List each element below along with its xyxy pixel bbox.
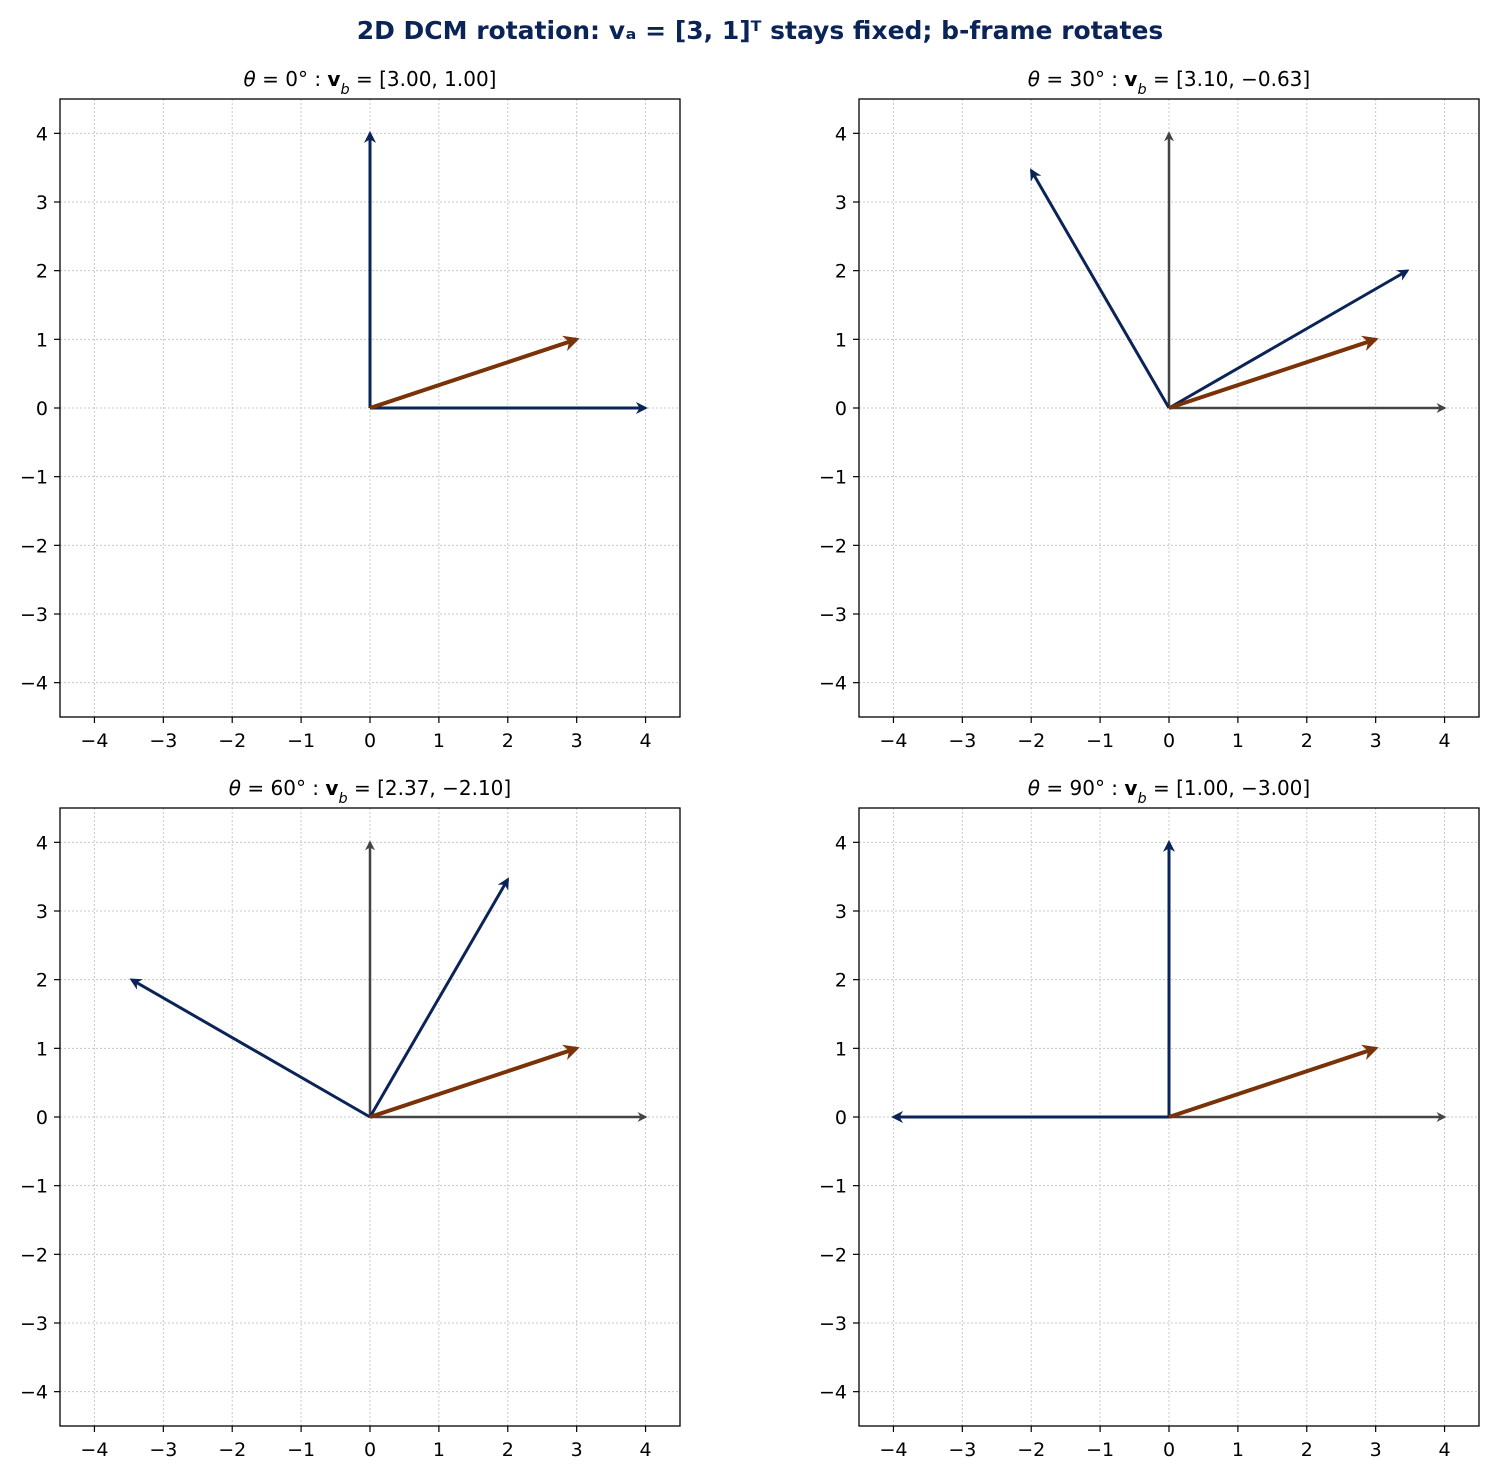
x-tick-label: −3 [948,1439,976,1461]
y-tick-label: 1 [835,1038,847,1060]
x-tick-label: 4 [640,1439,652,1461]
x-tick-label: −1 [1086,1439,1114,1461]
x-tick-label: −4 [879,730,907,752]
subplot-title: θ = 30° : vb = [3.10, −0.63] [1028,67,1310,98]
x-tick-label: −1 [1086,730,1114,752]
x-tick-label: −2 [218,1439,246,1461]
y-tick-label: 0 [36,398,48,420]
x-tick-label: −3 [149,1439,177,1461]
x-tick-label: −1 [287,1439,315,1461]
x-tick-label: 0 [364,1439,376,1461]
y-tick-label: −4 [20,673,48,695]
y-tick-label: 2 [36,261,48,283]
axes-frame [59,807,681,1427]
x-tick-label: 3 [1370,730,1382,752]
x-tick-label: 1 [1232,730,1244,752]
x-tick-label: 1 [433,730,445,752]
y-tick-label: 4 [835,123,847,145]
x-tick-label: −1 [287,730,315,752]
b-frame-x-axis-arrow [1168,269,1410,410]
x-tick-label: 2 [1301,1439,1313,1461]
x-tick-label: 0 [1163,730,1175,752]
y-tick-label: −3 [20,604,48,626]
y-tick-label: −4 [20,1382,48,1404]
y-tick-label: −2 [819,1244,847,1266]
y-tick-label: −1 [20,467,48,489]
x-tick-label: −4 [80,730,108,752]
x-tick-label: 1 [1232,1439,1244,1461]
x-tick-label: 1 [433,1439,445,1461]
y-tick-label: 2 [36,970,48,992]
axes-frame [858,807,1480,1427]
y-tick-label: −1 [819,1176,847,1198]
y-tick-label: 2 [835,261,847,283]
x-tick-label: 4 [1439,730,1451,752]
x-tick-label: −2 [1017,730,1045,752]
subplot-title: θ = 0° : vb = [3.00, 1.00] [244,67,497,98]
x-tick-label: 3 [1370,1439,1382,1461]
x-tick-label: 0 [1163,1439,1175,1461]
x-tick-label: 2 [1301,730,1313,752]
y-tick-label: −4 [819,673,847,695]
subplot-2: θ = 30° : vb = [3.10, −0.63] −4 −3 −2 −1 0 1 2 3… [819,67,1480,752]
y-tick-label: 1 [36,329,48,351]
x-tick-label: 3 [571,1439,583,1461]
y-tick-label: 0 [36,1107,48,1129]
subplot-3: θ = 60° : vb = [2.37, −2.10] −4 −3 −2 −1 0 1 2 3… [20,776,681,1461]
x-tick-label: −4 [80,1439,108,1461]
y-tick-label: −3 [819,604,847,626]
y-tick-label: −4 [819,1382,847,1404]
y-tick-label: 3 [835,901,847,923]
x-tick-label: −3 [149,730,177,752]
y-tick-label: 4 [36,123,48,145]
axes-frame [59,98,681,718]
y-tick-label: 3 [835,192,847,214]
x-tick-label: −2 [1017,1439,1045,1461]
y-tick-label: −2 [20,1244,48,1266]
figure-title: 2D DCM rotation: vₐ = [3, 1]ᵀ stays fixe… [357,16,1164,45]
y-tick-label: 0 [835,398,847,420]
subplot-4: θ = 90° : vb = [1.00, −3.00] −4 −3 −2 −1 0 1 2 3… [819,776,1480,1461]
x-tick-label: −3 [948,730,976,752]
x-tick-label: −4 [879,1439,907,1461]
y-tick-label: 4 [36,832,48,854]
vector-va-arrow [369,335,580,410]
x-tick-label: 2 [502,730,514,752]
subplot-title: θ = 60° : vb = [2.37, −2.10] [229,776,511,807]
x-tick-label: 4 [640,730,652,752]
y-tick-label: −3 [819,1313,847,1335]
b-frame-x-axis-arrow [368,877,510,1118]
y-tick-label: 0 [835,1107,847,1129]
y-tick-label: −2 [20,535,48,557]
b-frame-y-axis-arrow [1029,168,1171,409]
y-tick-label: 3 [36,192,48,214]
vector-va-arrow [1168,335,1379,410]
vector-va-arrow [369,1044,580,1119]
subplot-title: θ = 90° : vb = [1.00, −3.00] [1028,776,1310,807]
x-tick-label: 4 [1439,1439,1451,1461]
subplot-1: θ = 0° : vb = [3.00, 1.00] −4 −3 −2 −1 0 1 2 3 4 −… [20,67,681,752]
x-tick-label: 0 [364,730,376,752]
y-tick-label: 1 [36,1038,48,1060]
y-tick-label: −3 [20,1313,48,1335]
y-tick-label: 3 [36,901,48,923]
x-tick-label: −2 [218,730,246,752]
y-tick-label: 2 [835,970,847,992]
vector-va-arrow [1168,1044,1379,1119]
y-tick-label: −1 [819,467,847,489]
axes-frame [858,98,1480,718]
y-tick-label: 4 [835,832,847,854]
y-tick-label: −2 [819,535,847,557]
b-frame-y-axis-arrow [129,978,371,1119]
x-tick-label: 3 [571,730,583,752]
x-tick-label: 2 [502,1439,514,1461]
y-tick-label: −1 [20,1176,48,1198]
y-tick-label: 1 [835,329,847,351]
